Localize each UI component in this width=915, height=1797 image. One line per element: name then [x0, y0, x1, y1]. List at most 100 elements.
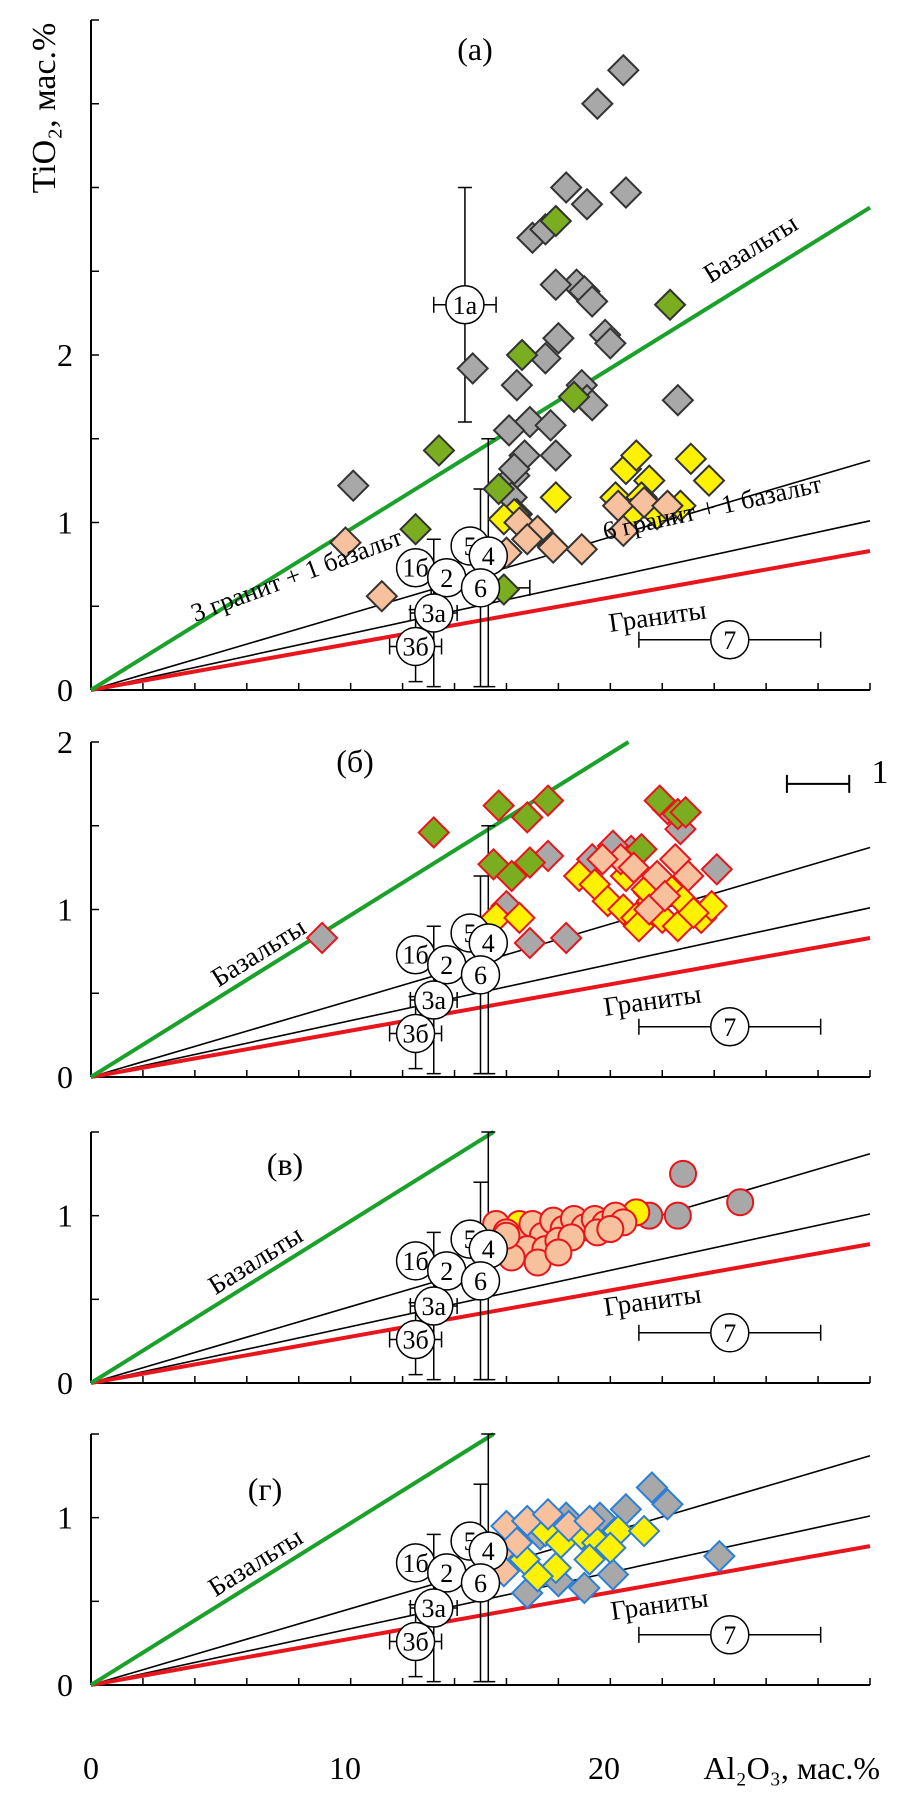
reference-circle: [710, 1313, 750, 1353]
x-tick-label-10: 10: [329, 1750, 361, 1786]
reference-circle-label: 1б: [402, 941, 428, 970]
reference-circle-label: 3а: [421, 599, 446, 628]
data-point-diamond-yellow: [593, 1531, 627, 1565]
reference-circle: [395, 626, 436, 667]
data-point-diamond-grey: [336, 469, 370, 503]
reference-circle-label: 6: [474, 961, 487, 990]
reference-circle: [460, 955, 501, 995]
data-point-diamond-peach: [627, 485, 661, 519]
reference-circle-label: 2: [440, 564, 453, 593]
data-point-diamond-yellow: [674, 442, 708, 476]
reference-circle: [710, 1007, 750, 1047]
reference-circle-label: 7: [723, 1013, 736, 1042]
panel-label: (г): [248, 1471, 282, 1507]
data-point-diamond-peach: [510, 522, 544, 556]
data-point-diamond-grey: [575, 284, 609, 318]
reference-circle: [710, 1615, 750, 1655]
data-point-circle-grey: [663, 1201, 692, 1230]
reference-circle-label: 7: [723, 626, 736, 655]
data-point-diamond-green: [557, 380, 591, 414]
y-tick-label: 1: [57, 1198, 73, 1234]
data-point-diamond-peach: [536, 531, 570, 565]
data-point-diamond-yellow: [503, 901, 536, 935]
data-point-diamond-green: [531, 784, 565, 818]
reference-circle-label: 3а: [421, 986, 446, 1015]
data-point-diamond-yellow: [539, 480, 573, 514]
mix3-line-label: 3 гранит + 1 базальт: [187, 522, 406, 627]
reference-circle: [395, 1013, 436, 1054]
x-axis-title: Al₂O₃, мас.%: [703, 1750, 880, 1786]
data-point-diamond-grey: [534, 408, 568, 442]
basalt-line: [89, 1130, 495, 1385]
data-point-diamond-peach: [329, 526, 362, 560]
data-point-diamond-peach: [648, 879, 682, 913]
reference-circle-label: 2: [440, 1559, 453, 1588]
data-point-diamond-grey: [513, 926, 547, 960]
data-point-diamond-grey: [541, 321, 575, 355]
y-tick-label: 1: [57, 505, 73, 541]
data-point-diamond-grey: [596, 1558, 630, 1591]
data-point-diamond-green: [422, 434, 456, 467]
data-point-diamond-peach: [671, 859, 705, 893]
reference-circle: [414, 593, 454, 633]
data-point-diamond-green: [505, 338, 539, 372]
data-point-diamond-yellow: [573, 1543, 606, 1576]
data-point-diamond-grey: [580, 87, 614, 121]
panel-label: (а): [457, 31, 493, 67]
reference-circle-label: 4: [482, 929, 495, 958]
panel-label: (в): [267, 1146, 303, 1182]
reference-circle-label: 6: [474, 574, 487, 603]
data-point-diamond-green: [482, 472, 516, 506]
basalt-line-label: Базальты: [698, 208, 803, 289]
reference-circle-label: 2: [440, 951, 453, 980]
data-point-diamond-peach: [651, 489, 684, 523]
data-point-diamond-yellow: [619, 439, 653, 472]
data-point-diamond-peach: [586, 842, 619, 876]
reference-circle-label: 1б: [402, 554, 428, 583]
data-point-circle-grey: [669, 1159, 698, 1188]
basalt-line: [89, 205, 872, 692]
reference-circle-label: 2: [440, 1257, 453, 1286]
reference-circle-label: 7: [723, 1621, 736, 1650]
data-point-diamond-yellow: [677, 896, 710, 930]
data-point-diamond-yellow: [627, 1514, 661, 1548]
data-point-diamond-peach: [573, 1504, 606, 1538]
data-point-diamond-grey: [702, 1539, 736, 1573]
data-point-diamond-grey: [539, 439, 573, 472]
y-tick-label: 1: [57, 1500, 73, 1536]
data-point-diamond-grey: [700, 852, 734, 886]
reference-circle-label: 1б: [402, 1549, 428, 1578]
reference-circle: [445, 285, 485, 325]
reference-circle: [395, 1621, 436, 1662]
data-point-circle-peach: [544, 1238, 573, 1267]
y-tick-label: 2: [57, 337, 73, 373]
y-tick-label: 0: [57, 1667, 73, 1703]
reference-circle-label: 3а: [421, 1594, 446, 1623]
reference-circle: [460, 568, 501, 608]
reference-circle: [460, 1261, 501, 1301]
data-point-diamond-grey: [570, 187, 604, 221]
reference-circle-label: 3б: [402, 1019, 428, 1048]
reference-circle: [414, 980, 454, 1020]
data-point-diamond-grey: [497, 452, 531, 486]
data-point-diamond-grey: [500, 368, 534, 402]
data-point-diamond-grey: [609, 176, 643, 209]
reference-circle-label: 4: [482, 1537, 495, 1566]
data-point-diamond-green: [482, 789, 516, 823]
y-tick-label: 0: [57, 672, 73, 708]
granite-line-label: Граниты: [607, 595, 708, 638]
data-point-diamond-green: [495, 859, 529, 893]
x-tick-labels: 0 10 20: [83, 1750, 620, 1786]
data-point-diamond-grey: [651, 1487, 684, 1521]
reference-circle-label: 3б: [402, 1627, 428, 1656]
reference-circle-label: 3б: [402, 632, 428, 661]
data-point-diamond-grey: [549, 171, 583, 204]
data-point-diamond-grey: [567, 1571, 601, 1605]
data-point-diamond-grey: [635, 1471, 669, 1504]
reference-circle-label: 7: [723, 1319, 736, 1348]
data-point-diamond-green: [653, 288, 687, 322]
